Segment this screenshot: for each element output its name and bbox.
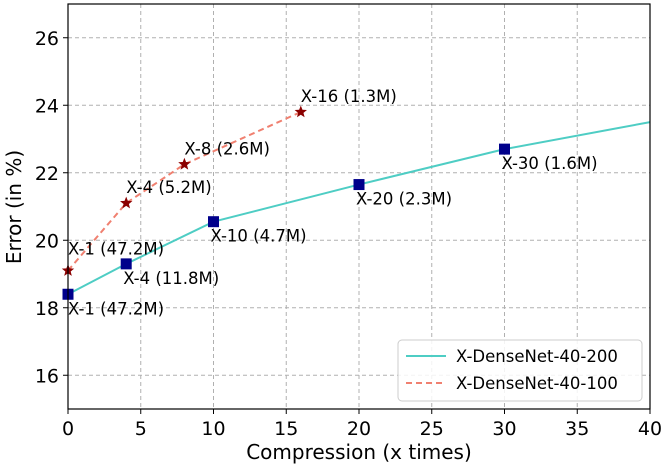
x-tick-label: 30 <box>492 418 516 440</box>
data-point-x-densenet-40-100 <box>178 157 191 170</box>
annotation-x-densenet-40-100: X-8 (2.6M) <box>184 139 270 158</box>
y-tick-label: 22 <box>35 163 59 185</box>
annotation-x-densenet-40-200: X-20 (2.3M) <box>356 190 452 209</box>
annotation-x-densenet-40-100: X-16 (1.3M) <box>301 87 397 106</box>
y-tick-label: 18 <box>35 298 59 320</box>
annotation-x-densenet-40-100: X-4 (5.2M) <box>126 178 212 197</box>
x-tick-label: 10 <box>201 418 225 440</box>
series-line-x-densenet-40-100 <box>67 111 302 272</box>
x-tick-label: 5 <box>135 418 147 440</box>
data-point-x-densenet-40-100 <box>294 105 307 118</box>
y-axis-label: Error (in %) <box>2 150 26 264</box>
x-tick-label: 0 <box>62 418 74 440</box>
series-layer <box>61 105 651 300</box>
x-tick-label: 20 <box>347 418 371 440</box>
y-tick-label: 24 <box>35 95 59 117</box>
series-line-x-densenet-40-200 <box>67 121 651 296</box>
y-tick-label: 26 <box>35 28 59 50</box>
x-tick-label: 40 <box>638 418 662 440</box>
data-point-x-densenet-40-200 <box>353 179 365 191</box>
annotation-x-densenet-40-100: X-1 (47.2M) <box>68 240 164 259</box>
data-point-x-densenet-40-200 <box>499 143 510 155</box>
data-point-x-densenet-40-200 <box>120 258 132 270</box>
y-tick-label: 16 <box>35 365 59 387</box>
x-tick-label: 25 <box>420 418 444 440</box>
ticks-layer: 0 5 10 15 20 25 30 35 40 16 18 20 22 24 26 <box>35 28 662 440</box>
x-axis-label: Compression (x times) <box>246 440 472 464</box>
annotation-x-densenet-40-200: X-1 (47.2M) <box>68 299 164 318</box>
annotations-layer: X-1 (47.2M) X-4 (11.8M) X-10 (4.7M) X-20 (2… <box>68 87 598 318</box>
legend: X-DenseNet-40-200 X-DenseNet-40-100 <box>397 339 643 402</box>
x-tick-label: 35 <box>565 418 589 440</box>
data-point-x-densenet-40-100 <box>120 196 133 209</box>
annotation-x-densenet-40-200: X-10 (4.7M) <box>211 227 307 246</box>
annotation-x-densenet-40-200: X-30 (1.6M) <box>502 154 598 173</box>
data-point-x-densenet-40-200 <box>208 216 219 228</box>
legend-label-x-densenet-40-100: X-DenseNet-40-100 <box>456 374 618 393</box>
legend-label-x-densenet-40-200: X-DenseNet-40-200 <box>456 347 618 366</box>
legend-box <box>397 339 643 402</box>
y-tick-label: 20 <box>35 230 59 252</box>
x-tick-label: 15 <box>274 418 298 440</box>
annotation-x-densenet-40-200: X-4 (11.8M) <box>123 269 219 288</box>
